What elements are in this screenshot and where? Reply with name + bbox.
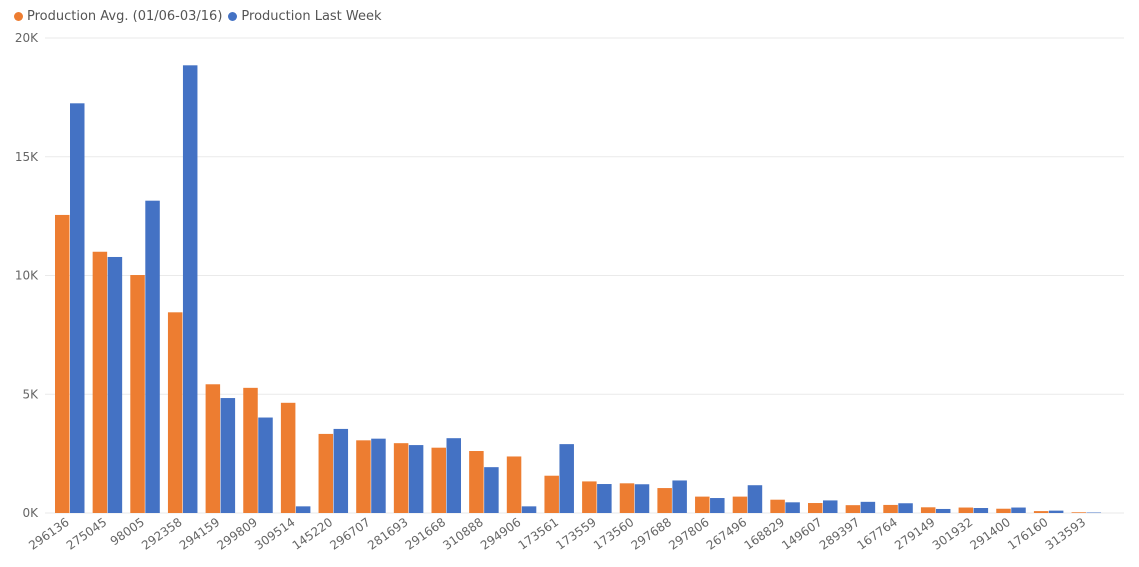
bar-avg [920, 507, 936, 513]
x-tick-label: 296136 [26, 515, 72, 553]
bar-avg [506, 456, 522, 513]
bar-avg [280, 402, 296, 513]
x-tick-label: 309514 [252, 515, 298, 553]
x-tick-label: 168829 [742, 515, 788, 553]
bar-last-week [484, 467, 499, 513]
bar-last-week [258, 417, 273, 513]
bar-avg [92, 251, 108, 513]
x-tick-label: 294159 [177, 515, 223, 553]
bar-last-week [935, 508, 951, 513]
bar-avg [582, 481, 597, 513]
bar-last-week [295, 506, 311, 513]
x-tick-label: 173560 [591, 515, 637, 553]
bar-last-week [860, 501, 876, 513]
x-tick-label: 297688 [629, 515, 675, 553]
legend-item-last-week[interactable]: Production Last Week [228, 8, 382, 24]
x-tick-label: 313593 [1043, 515, 1089, 553]
legend-label-last-week: Production Last Week [241, 8, 382, 24]
bar-last-week [446, 438, 461, 513]
bar-avg [167, 312, 183, 513]
bar-avg [243, 387, 258, 513]
x-tick-label: 296707 [327, 515, 373, 553]
x-tick-label: 173559 [553, 515, 599, 553]
y-tick-label: 20K [15, 31, 39, 45]
bar-avg [431, 447, 446, 513]
bar-last-week [145, 200, 160, 513]
y-tick-label: 5K [22, 387, 39, 401]
bar-last-week [182, 65, 198, 513]
bar-last-week [634, 484, 650, 513]
x-tick-label: 176160 [1005, 515, 1051, 553]
bar-last-week [973, 508, 989, 513]
bar-last-week [107, 256, 123, 513]
x-tick-label: 301932 [930, 515, 976, 553]
bar-last-week [559, 444, 574, 513]
bar-avg [958, 507, 974, 513]
x-tick-label: 291668 [403, 515, 449, 553]
x-tick-label: 173561 [516, 515, 562, 553]
bar-avg [55, 214, 70, 513]
bar-last-week [710, 498, 725, 513]
bar-last-week [371, 438, 386, 513]
legend-item-avg[interactable]: Production Avg. (01/06-03/16) [14, 9, 222, 24]
x-tick-label: 299809 [214, 515, 260, 553]
bar-avg [356, 440, 371, 513]
bar-avg [695, 496, 710, 513]
x-tick-label: 294906 [478, 515, 524, 553]
bar-avg [1071, 512, 1087, 513]
bar-avg [393, 443, 409, 513]
bar-avg [205, 384, 221, 513]
bar-avg [732, 496, 748, 513]
x-tick-label: 149607 [779, 515, 825, 553]
bar-avg [808, 503, 823, 513]
x-tick-label: 297806 [666, 515, 712, 553]
x-tick-label: 267496 [704, 515, 750, 553]
bar-avg [883, 504, 898, 513]
bar-avg [657, 488, 672, 513]
bar-last-week [1086, 512, 1102, 514]
bar-avg [544, 475, 559, 513]
x-tick-label: 281693 [365, 515, 411, 553]
bar-avg [130, 275, 145, 513]
bar-last-week [1011, 507, 1026, 513]
legend-dot-last-week [228, 11, 238, 21]
bar-last-week [672, 480, 687, 513]
bar-avg [619, 483, 635, 513]
bar-avg [845, 505, 861, 513]
bar-last-week [597, 484, 612, 513]
bar-avg [770, 499, 785, 513]
bar-avg [469, 451, 484, 513]
x-tick-label: 289397 [817, 515, 863, 553]
x-tick-label: 292358 [139, 515, 185, 553]
x-tick-label: 279149 [892, 515, 938, 553]
legend: Production Avg. (01/06-03/16) Production… [14, 6, 388, 26]
bar-last-week [521, 506, 537, 513]
legend-dot-avg [14, 11, 23, 21]
bar-avg [318, 433, 334, 513]
bar-last-week [70, 103, 85, 513]
x-tick-label: 145220 [290, 515, 336, 553]
bar-last-week [220, 398, 236, 513]
bar-last-week [333, 428, 349, 513]
y-tick-label: 10K [15, 269, 39, 283]
bar-last-week [747, 485, 763, 513]
bar-last-week [785, 502, 800, 513]
bar-avg [996, 508, 1011, 513]
bar-avg [1033, 511, 1049, 513]
x-tick-label: 167764 [854, 515, 900, 553]
x-tick-label: 310888 [440, 515, 486, 553]
bar-last-week [898, 503, 913, 513]
bar-last-week [1048, 510, 1064, 513]
bar-last-week [823, 500, 838, 513]
legend-label-avg: Production Avg. (01/06-03/16) [27, 8, 223, 24]
x-tick-label: 291400 [967, 515, 1013, 553]
y-tick-label: 0K [22, 506, 39, 520]
bar-last-week [408, 445, 424, 513]
y-tick-label: 15K [15, 150, 39, 164]
x-tick-label: 275045 [64, 515, 110, 553]
